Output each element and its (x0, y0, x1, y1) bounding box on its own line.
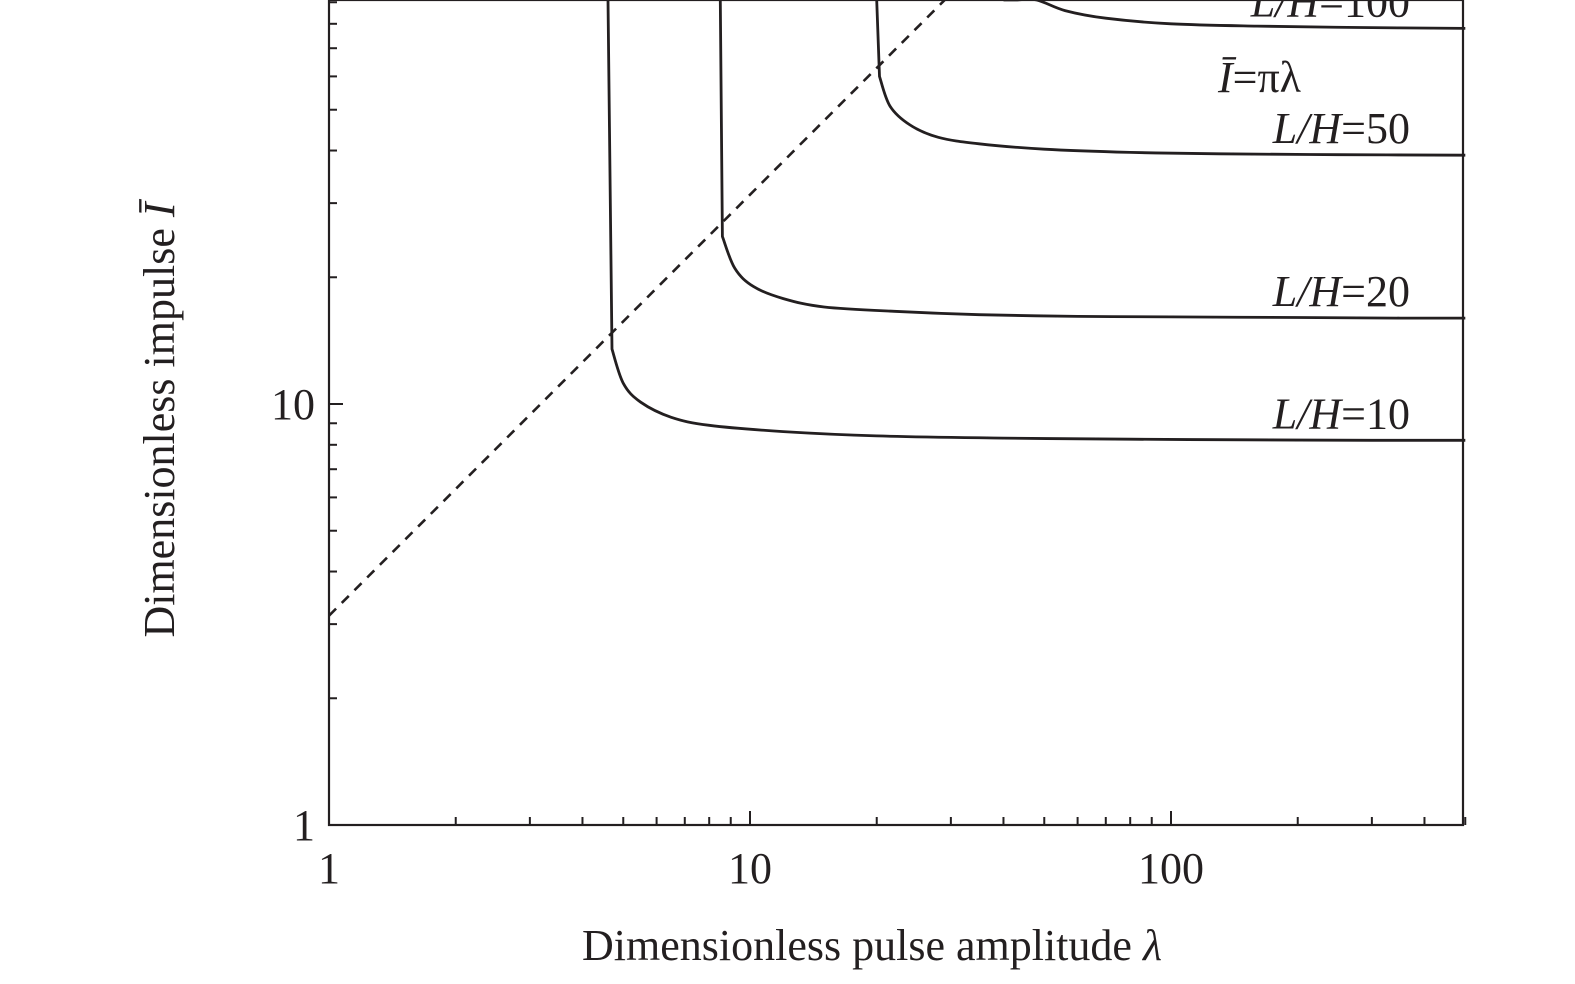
labels-layer: 1 10 100 1 10 100 L/H=10 L/H=20 L/H=50 L/H=100 Ī=π… (249, 0, 1410, 893)
reference-line-pi-lambda (328, 0, 947, 617)
series-label-2: L/H=20 (1272, 267, 1410, 316)
plot-frame (327, 0, 1465, 827)
series-label-1: L/H=10 (1272, 389, 1410, 438)
x-tick-label: 1 (318, 844, 340, 893)
series-line-1 (606, 0, 1466, 442)
series-label-4: L/H=100 (1250, 0, 1410, 26)
reference-line-layer (328, 0, 947, 617)
curves-layer (606, 0, 1466, 442)
x-tick-label: 10 (728, 844, 772, 893)
series-line-3 (875, 0, 1466, 157)
y-axis-title: Dimensionless impulse Ī (135, 198, 184, 637)
series-label-3: L/H=50 (1272, 104, 1410, 153)
y-tick-label: 100 (249, 0, 315, 8)
y-tick-label: 1 (293, 801, 315, 850)
x-tick-label: 100 (1138, 844, 1204, 893)
series-line-2 (718, 0, 1466, 320)
series-line-4 (1003, 0, 1466, 30)
y-tick-label: 10 (271, 380, 315, 429)
x-axis-title: Dimensionless pulse amplitude λ (582, 921, 1162, 970)
reference-line-label: Ī=πλ (1217, 53, 1302, 102)
ticks-layer (328, 1, 1467, 826)
